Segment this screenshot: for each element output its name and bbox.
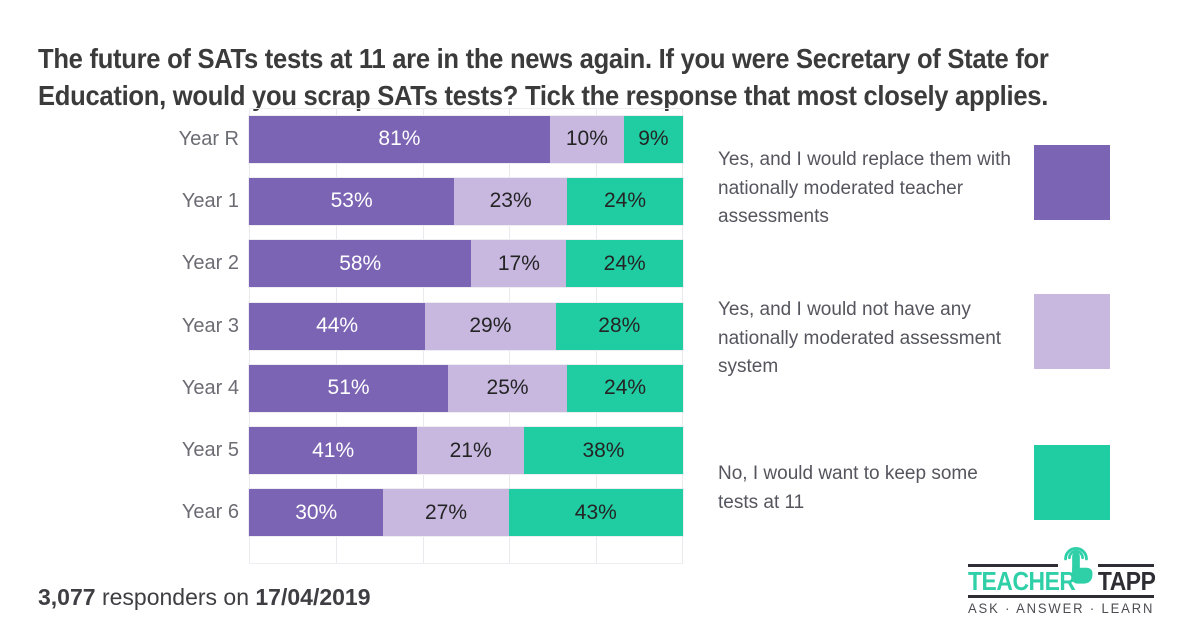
bar-value-label: 24%: [603, 251, 646, 275]
bar-segment-keep-tests: 38%: [523, 427, 683, 475]
bar-value-label: 27%: [424, 500, 467, 524]
legend-text-line: nationally moderated teacher: [718, 177, 964, 199]
category-label: Year 1: [181, 189, 239, 212]
bar-track: 44% 29% 28%: [249, 302, 683, 350]
survey-date: 17/04/2019: [255, 584, 371, 610]
bar-value-label: 30%: [295, 500, 338, 524]
legend-text-line: assessments: [718, 206, 829, 227]
bar-track: 41% 21% 38%: [249, 427, 683, 475]
category-label: Year R: [178, 127, 239, 150]
teacher-tapp-logo: TEACHER TAPP ASK · ANSWER · LEARN: [968, 547, 1156, 616]
bar-value-label: 38%: [582, 438, 625, 462]
logo-text-tapp: TAPP: [1098, 566, 1156, 596]
bar-value-label: 28%: [598, 314, 641, 338]
bar-segment-keep-tests: 24%: [567, 364, 683, 412]
bar-value-label: 9%: [638, 127, 669, 151]
bar-track: 58% 17% 24%: [249, 240, 683, 288]
bar-value-label: 44%: [316, 314, 359, 338]
bar-segment-no-moderated-assessment: 25%: [448, 364, 568, 412]
bar-value-label: 25%: [486, 376, 529, 400]
bar-value-label: 29%: [469, 314, 512, 338]
bar-segment-replace-with-teacher-assessments: 53%: [249, 177, 455, 225]
bar-segment-no-moderated-assessment: 10%: [549, 115, 624, 163]
bar-segment-no-moderated-assessment: 27%: [383, 489, 509, 537]
bar-row-year-3: Year 3 44% 29% 28%: [38, 295, 683, 357]
bar-segment-replace-with-teacher-assessments: 58%: [249, 240, 472, 288]
stacked-bar-chart: Year R 81% 10% 9% Year 1 53% 23% 24% Yea…: [38, 108, 684, 544]
bar-value-label: 17%: [497, 251, 540, 275]
bar-segment-keep-tests: 24%: [566, 240, 683, 288]
bar-segment-replace-with-teacher-assessments: 30%: [249, 489, 384, 537]
logo-text-teacher: TEACHER: [968, 566, 1076, 596]
tap-hand-icon: [1064, 547, 1093, 584]
bar-segment-replace-with-teacher-assessments: 81%: [249, 115, 550, 163]
bar-row-year-1: Year 1 53% 23% 24%: [38, 170, 683, 232]
bar-value-label: 58%: [339, 251, 382, 275]
legend-text-line: No, I would want to keep some: [718, 463, 978, 484]
bar-track: 51% 25% 24%: [249, 364, 683, 412]
responders-note: 3,077 responders on 17/04/2019: [38, 584, 371, 611]
bar-value-label: 21%: [449, 438, 492, 462]
bar-track: 53% 23% 24%: [249, 177, 683, 225]
legend-swatch-purple: [1034, 145, 1110, 220]
bar-value-label: 10%: [565, 127, 608, 151]
bar-row-year-2: Year 2 58% 17% 24%: [38, 233, 683, 295]
legend-item-keep-tests: No, I would want to keep some tests at 1…: [718, 460, 1023, 517]
bar-segment-no-moderated-assessment: 21%: [417, 427, 524, 475]
bar-row-year-6: Year 6 30% 27% 43%: [38, 482, 684, 544]
responders-text: responders on: [95, 584, 256, 610]
category-label: Year 2: [181, 252, 239, 275]
legend-item-replace-with-teacher-assessments: Yes, and I would replace them with natio…: [718, 146, 1023, 232]
bar-value-label: 81%: [378, 127, 421, 151]
bar-row-year-r: Year R 81% 10% 9%: [38, 108, 683, 170]
category-label: Year 4: [181, 376, 239, 399]
page-title-line2: Education, would you scrap SATs tests? T…: [38, 80, 1049, 111]
bar-value-label: 51%: [327, 376, 370, 400]
category-label: Year 3: [181, 314, 239, 337]
bar-segment-no-moderated-assessment: 29%: [425, 302, 556, 350]
bar-value-label: 24%: [604, 376, 647, 400]
legend-swatch-teal: [1034, 445, 1110, 520]
logo-rule-bottom: [968, 595, 1154, 598]
bar-value-label: 41%: [312, 438, 355, 462]
legend-text-line: nationally moderated assessment: [718, 327, 1002, 349]
bar-segment-replace-with-teacher-assessments: 44%: [249, 302, 426, 350]
bar-segment-no-moderated-assessment: 23%: [454, 177, 568, 225]
logo-wordmark: TEACHER TAPP: [968, 566, 1156, 597]
bar-segment-keep-tests: 24%: [567, 177, 683, 225]
bar-segment-keep-tests: 28%: [555, 302, 683, 350]
logo-rule-top-right: [1098, 564, 1154, 567]
legend-text-line: Yes, and I would replace them with: [718, 149, 1011, 170]
legend-swatch-lavender: [1034, 294, 1110, 369]
bar-track: 81% 10% 9%: [249, 115, 683, 163]
bar-segment-keep-tests: 9%: [623, 115, 683, 163]
bar-segment-no-moderated-assessment: 17%: [471, 240, 567, 288]
bar-value-label: 23%: [489, 189, 532, 213]
legend-text-line: Yes, and I would not have any: [718, 299, 971, 320]
page-title-line1: The future of SATs tests at 11 are in th…: [38, 43, 1049, 74]
responder-count: 3,077: [38, 584, 96, 610]
logo-rule-top-left: [968, 564, 1058, 567]
legend-item-no-moderated-assessment: Yes, and I would not have any nationally…: [718, 296, 1023, 382]
bar-segment-replace-with-teacher-assessments: 51%: [249, 364, 449, 412]
bar-track: 30% 27% 43%: [249, 489, 684, 537]
logo-tagline: ASK · ANSWER · LEARN: [968, 600, 1155, 616]
page-title: The future of SATs tests at 11 are in th…: [38, 40, 1049, 114]
bar-value-label: 24%: [604, 189, 647, 213]
category-label: Year 5: [181, 439, 239, 462]
category-label: Year 6: [181, 501, 239, 524]
bar-value-label: 53%: [330, 189, 373, 213]
bar-value-label: 43%: [574, 500, 617, 524]
legend-text-line: system: [718, 356, 779, 377]
bar-segment-replace-with-teacher-assessments: 41%: [249, 427, 418, 475]
bar-segment-keep-tests: 43%: [508, 489, 684, 537]
bar-row-year-4: Year 4 51% 25% 24%: [38, 357, 683, 419]
bar-row-year-5: Year 5 41% 21% 38%: [38, 419, 683, 481]
legend-text-line: tests at 11: [718, 491, 805, 513]
